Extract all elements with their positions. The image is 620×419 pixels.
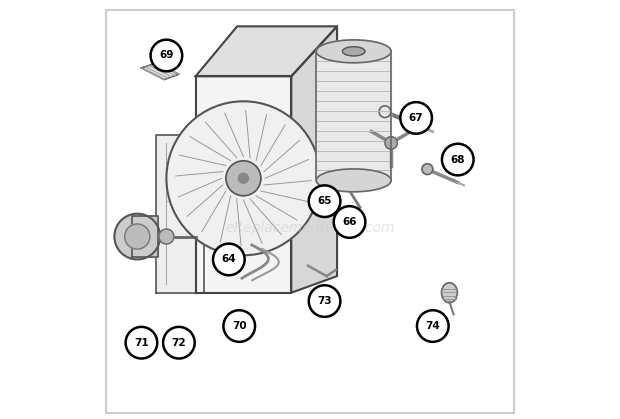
Text: 66: 66: [342, 217, 356, 227]
Ellipse shape: [316, 40, 391, 63]
Circle shape: [385, 137, 397, 149]
Circle shape: [239, 173, 249, 183]
Polygon shape: [132, 216, 158, 257]
Circle shape: [213, 243, 245, 275]
Bar: [316, 52, 391, 180]
Text: 72: 72: [172, 338, 186, 348]
Circle shape: [442, 144, 474, 176]
Text: 67: 67: [409, 113, 423, 123]
Circle shape: [166, 101, 321, 255]
Text: 65: 65: [317, 196, 332, 206]
Circle shape: [309, 285, 340, 317]
Ellipse shape: [316, 169, 391, 192]
Text: 70: 70: [232, 321, 247, 331]
Text: 68: 68: [451, 155, 465, 165]
Text: 71: 71: [134, 338, 149, 348]
Polygon shape: [195, 76, 291, 293]
Text: 64: 64: [221, 254, 236, 264]
Circle shape: [114, 214, 160, 259]
Circle shape: [309, 185, 340, 217]
Circle shape: [379, 106, 391, 117]
Text: 74: 74: [425, 321, 440, 331]
Circle shape: [223, 310, 255, 342]
Circle shape: [126, 327, 157, 359]
Circle shape: [163, 327, 195, 359]
Circle shape: [422, 164, 433, 175]
Polygon shape: [195, 26, 337, 76]
Ellipse shape: [342, 47, 365, 56]
Circle shape: [417, 310, 449, 342]
Polygon shape: [141, 63, 179, 80]
Text: 73: 73: [317, 296, 332, 306]
Circle shape: [401, 102, 432, 134]
Text: eReplacementParts.com: eReplacementParts.com: [225, 221, 395, 235]
Circle shape: [151, 40, 182, 71]
Ellipse shape: [441, 283, 458, 303]
Polygon shape: [156, 134, 204, 293]
Circle shape: [334, 206, 365, 238]
Circle shape: [226, 161, 261, 196]
Text: 69: 69: [159, 51, 174, 60]
Circle shape: [159, 229, 174, 244]
Polygon shape: [291, 26, 337, 293]
Circle shape: [125, 224, 150, 249]
